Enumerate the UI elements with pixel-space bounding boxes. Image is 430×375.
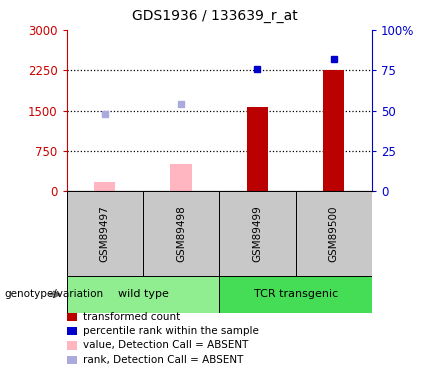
Bar: [219, 191, 296, 276]
Bar: [323, 70, 344, 191]
Text: GSM89497: GSM89497: [100, 205, 110, 262]
Text: GDS1936 / 133639_r_at: GDS1936 / 133639_r_at: [132, 9, 298, 23]
Bar: [247, 107, 268, 191]
Text: GSM89500: GSM89500: [329, 205, 339, 262]
Text: rank, Detection Call = ABSENT: rank, Detection Call = ABSENT: [83, 355, 243, 364]
Text: GSM89499: GSM89499: [252, 205, 262, 262]
Text: GSM89498: GSM89498: [176, 205, 186, 262]
Text: transformed count: transformed count: [83, 312, 180, 322]
Bar: [67, 276, 219, 313]
Text: TCR transgenic: TCR transgenic: [254, 290, 338, 299]
Text: value, Detection Call = ABSENT: value, Detection Call = ABSENT: [83, 340, 248, 350]
Text: wild type: wild type: [117, 290, 169, 299]
Bar: [94, 182, 116, 191]
Bar: [170, 164, 192, 191]
Text: percentile rank within the sample: percentile rank within the sample: [83, 326, 258, 336]
Bar: [67, 191, 143, 276]
Bar: [143, 191, 219, 276]
Text: genotype/variation: genotype/variation: [4, 290, 104, 299]
Bar: [219, 276, 372, 313]
Bar: [296, 191, 372, 276]
